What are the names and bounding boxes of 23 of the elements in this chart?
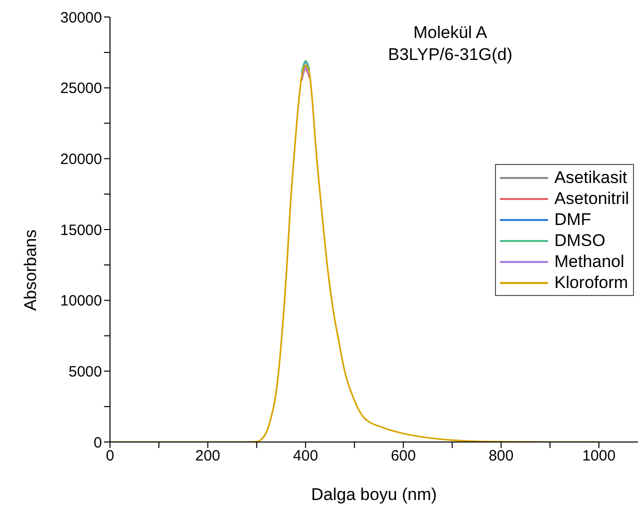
y-axis-title: Absorbans (21, 230, 40, 311)
y-tick-label: 0 (94, 434, 102, 452)
x-axis-title: Dalga boyu (nm) (311, 485, 437, 504)
y-tick-label: 5000 (68, 363, 102, 380)
x-tick-label: 1000 (582, 448, 616, 465)
legend-label: Methanol (554, 251, 624, 272)
x-tick-label: 400 (293, 448, 318, 465)
y-tick-label: 30000 (60, 9, 102, 26)
annotation: B3LYP/6-31G(d) (388, 44, 512, 66)
annotation: Molekül A (412, 22, 488, 44)
x-tick-label: 600 (390, 448, 416, 465)
x-tick-label: 800 (488, 448, 514, 465)
legend-label: Asetikasit (554, 167, 628, 188)
y-tick-label: 25000 (60, 80, 102, 98)
y-tick-label: 15000 (60, 222, 102, 239)
legend-label: DMSO (554, 230, 606, 251)
x-tick-label: 0 (106, 448, 114, 465)
y-tick-label: 20000 (60, 150, 102, 168)
legend-label: Asetonitril (554, 188, 629, 209)
y-tick-label: 10000 (60, 292, 102, 310)
legend-label: Kloroform (554, 272, 628, 293)
x-tick-label: 200 (195, 448, 220, 465)
legend-label: DMF (554, 209, 592, 230)
